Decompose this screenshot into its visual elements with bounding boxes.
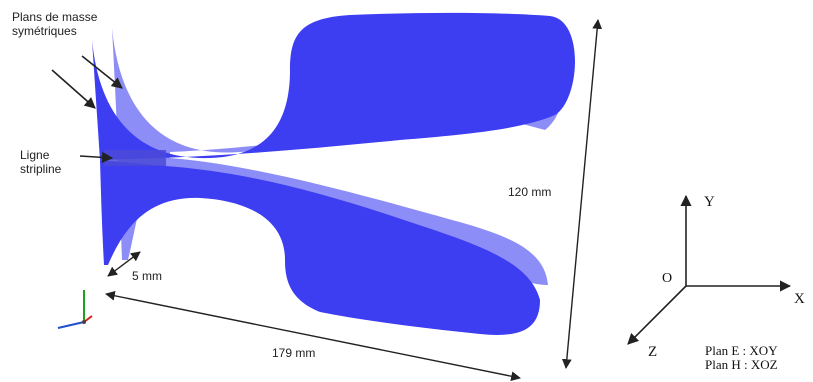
ground-planes-label-line2: symétriques [12,24,77,38]
coordinate-axes [627,194,792,345]
axis-z-label: Z [648,344,657,360]
plane-legend: Plan E : XOY Plan H : XOZ [705,344,778,372]
gap-dimension-arrow [107,251,141,277]
ground-plane-pointer-2 [81,55,123,89]
ground-planes-label: Plans de masse symétriques [12,10,97,38]
length-dimension-label: 179 mm [272,346,315,360]
axis-y-label: Y [704,194,715,210]
gap-dimension-label: 5 mm [132,269,162,283]
front-ground-plane-upper [92,12,575,161]
length-dimension-arrow [105,290,521,382]
mini-axis-triad-icon [57,290,93,329]
stripline-label: Ligne stripline [20,148,61,176]
e-plane-label: Plan E : XOY [705,343,778,358]
axis-origin-label: O [662,271,672,286]
ground-planes-label-line1: Plans de masse [12,10,98,24]
stripline-label-line2: stripline [20,162,62,176]
stripline-label-line1: Ligne [20,148,50,162]
height-dimension-label: 120 mm [508,185,551,199]
height-dimension-arrow [561,19,603,369]
stripline-feed [104,150,166,166]
stripline-pointer [79,151,114,163]
h-plane-label: Plan H : XOZ [705,357,778,372]
axis-x-label: X [794,291,805,307]
ground-plane-pointer-1 [51,69,96,109]
